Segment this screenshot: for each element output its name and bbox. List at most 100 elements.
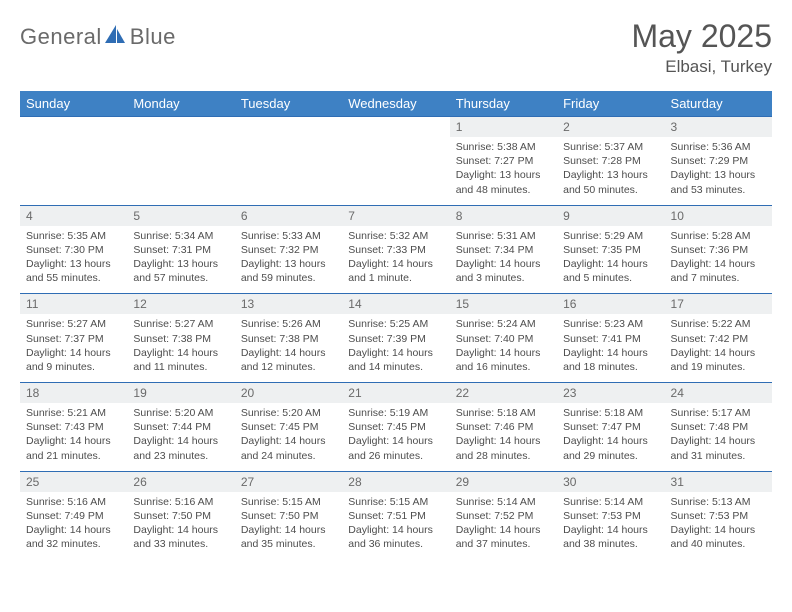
daylight-text: and 9 minutes. bbox=[26, 360, 121, 374]
daylight-text: Daylight: 14 hours bbox=[348, 346, 443, 360]
sunset-text: Sunset: 7:49 PM bbox=[26, 509, 121, 523]
daylight-text: Daylight: 14 hours bbox=[348, 523, 443, 537]
calendar-page: General Blue May 2025 Elbasi, Turkey Sun… bbox=[0, 0, 792, 569]
sunrise-text: Sunrise: 5:18 AM bbox=[563, 406, 658, 420]
daylight-text: and 55 minutes. bbox=[26, 271, 121, 285]
day-cell: Sunrise: 5:13 AMSunset: 7:53 PMDaylight:… bbox=[665, 492, 772, 560]
sunset-text: Sunset: 7:53 PM bbox=[563, 509, 658, 523]
daylight-text: Daylight: 14 hours bbox=[348, 257, 443, 271]
daylight-text: Daylight: 14 hours bbox=[563, 523, 658, 537]
sunrise-text: Sunrise: 5:14 AM bbox=[456, 495, 551, 509]
daylight-text: Daylight: 14 hours bbox=[456, 523, 551, 537]
sunset-text: Sunset: 7:29 PM bbox=[671, 154, 766, 168]
daylight-text: Daylight: 14 hours bbox=[563, 257, 658, 271]
day-number: 29 bbox=[450, 471, 557, 492]
sunset-text: Sunset: 7:48 PM bbox=[671, 420, 766, 434]
day-number: 8 bbox=[450, 205, 557, 226]
daylight-text: Daylight: 13 hours bbox=[241, 257, 336, 271]
sunrise-text: Sunrise: 5:21 AM bbox=[26, 406, 121, 420]
daylight-text: Daylight: 14 hours bbox=[26, 346, 121, 360]
day-number: 27 bbox=[235, 471, 342, 492]
day-cell bbox=[20, 137, 127, 205]
sunset-text: Sunset: 7:45 PM bbox=[348, 420, 443, 434]
daylight-text: Daylight: 14 hours bbox=[456, 257, 551, 271]
daylight-text: Daylight: 14 hours bbox=[241, 523, 336, 537]
sunrise-text: Sunrise: 5:15 AM bbox=[348, 495, 443, 509]
day-number: 17 bbox=[665, 294, 772, 315]
day-cell: Sunrise: 5:23 AMSunset: 7:41 PMDaylight:… bbox=[557, 314, 664, 382]
sunrise-text: Sunrise: 5:33 AM bbox=[241, 229, 336, 243]
sunset-text: Sunset: 7:27 PM bbox=[456, 154, 551, 168]
day-number bbox=[342, 117, 449, 138]
day-number: 19 bbox=[127, 383, 234, 404]
day-number: 18 bbox=[20, 383, 127, 404]
daylight-text: Daylight: 14 hours bbox=[26, 434, 121, 448]
daylight-text: Daylight: 14 hours bbox=[456, 434, 551, 448]
sunrise-text: Sunrise: 5:24 AM bbox=[456, 317, 551, 331]
day-number: 31 bbox=[665, 471, 772, 492]
day-cell bbox=[342, 137, 449, 205]
daylight-text: Daylight: 14 hours bbox=[241, 346, 336, 360]
day-cell: Sunrise: 5:20 AMSunset: 7:45 PMDaylight:… bbox=[235, 403, 342, 471]
daylight-text: Daylight: 14 hours bbox=[133, 434, 228, 448]
sunrise-text: Sunrise: 5:19 AM bbox=[348, 406, 443, 420]
daylight-text: Daylight: 14 hours bbox=[26, 523, 121, 537]
daylight-text: and 24 minutes. bbox=[241, 449, 336, 463]
weekday-header: Saturday bbox=[665, 91, 772, 117]
day-number: 21 bbox=[342, 383, 449, 404]
day-number: 2 bbox=[557, 117, 664, 138]
day-number: 10 bbox=[665, 205, 772, 226]
daylight-text: Daylight: 14 hours bbox=[563, 434, 658, 448]
day-number: 16 bbox=[557, 294, 664, 315]
daylight-text: Daylight: 14 hours bbox=[671, 346, 766, 360]
day-cell: Sunrise: 5:31 AMSunset: 7:34 PMDaylight:… bbox=[450, 226, 557, 294]
brand-part1: General bbox=[20, 24, 102, 50]
day-cell: Sunrise: 5:28 AMSunset: 7:36 PMDaylight:… bbox=[665, 226, 772, 294]
daylight-text: and 11 minutes. bbox=[133, 360, 228, 374]
day-cell: Sunrise: 5:25 AMSunset: 7:39 PMDaylight:… bbox=[342, 314, 449, 382]
weekday-header: Wednesday bbox=[342, 91, 449, 117]
daylight-text: and 21 minutes. bbox=[26, 449, 121, 463]
day-number-row: 25262728293031 bbox=[20, 471, 772, 492]
daylight-text: and 40 minutes. bbox=[671, 537, 766, 551]
day-cell: Sunrise: 5:29 AMSunset: 7:35 PMDaylight:… bbox=[557, 226, 664, 294]
day-cell: Sunrise: 5:17 AMSunset: 7:48 PMDaylight:… bbox=[665, 403, 772, 471]
daylight-text: and 7 minutes. bbox=[671, 271, 766, 285]
sunrise-text: Sunrise: 5:31 AM bbox=[456, 229, 551, 243]
day-number: 5 bbox=[127, 205, 234, 226]
sunrise-text: Sunrise: 5:38 AM bbox=[456, 140, 551, 154]
location-label: Elbasi, Turkey bbox=[631, 57, 772, 77]
day-cell: Sunrise: 5:27 AMSunset: 7:37 PMDaylight:… bbox=[20, 314, 127, 382]
daylight-text: and 26 minutes. bbox=[348, 449, 443, 463]
day-number: 22 bbox=[450, 383, 557, 404]
sunset-text: Sunset: 7:47 PM bbox=[563, 420, 658, 434]
brand-logo: General Blue bbox=[20, 18, 176, 50]
day-number: 6 bbox=[235, 205, 342, 226]
day-number-row: 18192021222324 bbox=[20, 383, 772, 404]
day-cell: Sunrise: 5:18 AMSunset: 7:46 PMDaylight:… bbox=[450, 403, 557, 471]
day-cell: Sunrise: 5:27 AMSunset: 7:38 PMDaylight:… bbox=[127, 314, 234, 382]
sunset-text: Sunset: 7:28 PM bbox=[563, 154, 658, 168]
sail-icon bbox=[105, 25, 127, 50]
daylight-text: and 12 minutes. bbox=[241, 360, 336, 374]
day-cell: Sunrise: 5:15 AMSunset: 7:50 PMDaylight:… bbox=[235, 492, 342, 560]
day-number: 30 bbox=[557, 471, 664, 492]
day-number-row: 123 bbox=[20, 117, 772, 138]
sunrise-text: Sunrise: 5:35 AM bbox=[26, 229, 121, 243]
day-cell bbox=[235, 137, 342, 205]
day-number-row: 11121314151617 bbox=[20, 294, 772, 315]
sunset-text: Sunset: 7:41 PM bbox=[563, 332, 658, 346]
daylight-text: and 3 minutes. bbox=[456, 271, 551, 285]
day-number: 26 bbox=[127, 471, 234, 492]
day-cell: Sunrise: 5:35 AMSunset: 7:30 PMDaylight:… bbox=[20, 226, 127, 294]
day-number: 14 bbox=[342, 294, 449, 315]
weekday-header: Friday bbox=[557, 91, 664, 117]
day-number: 1 bbox=[450, 117, 557, 138]
sunset-text: Sunset: 7:36 PM bbox=[671, 243, 766, 257]
sunrise-text: Sunrise: 5:16 AM bbox=[133, 495, 228, 509]
daylight-text: and 38 minutes. bbox=[563, 537, 658, 551]
sunrise-text: Sunrise: 5:32 AM bbox=[348, 229, 443, 243]
sunrise-text: Sunrise: 5:25 AM bbox=[348, 317, 443, 331]
daylight-text: and 14 minutes. bbox=[348, 360, 443, 374]
daylight-text: Daylight: 13 hours bbox=[671, 168, 766, 182]
